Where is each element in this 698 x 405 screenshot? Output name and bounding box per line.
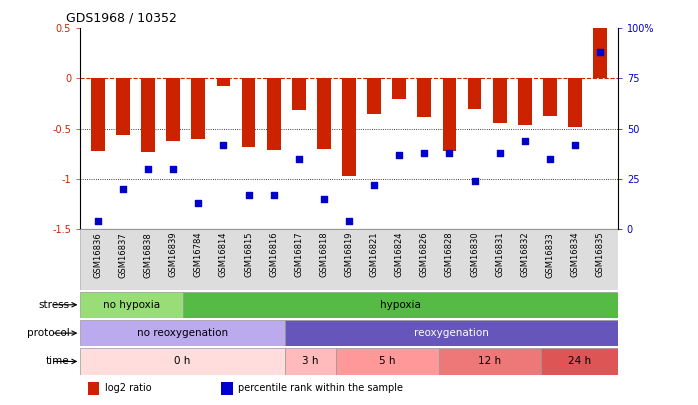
Bar: [116, 79, 130, 134]
Text: GSM16784: GSM16784: [194, 232, 203, 277]
Bar: [166, 79, 180, 141]
Text: GDS1968 / 10352: GDS1968 / 10352: [66, 11, 177, 24]
Text: GSM16826: GSM16826: [419, 232, 429, 277]
Text: GSM16819: GSM16819: [345, 232, 353, 277]
Point: [268, 192, 279, 198]
Text: time: time: [46, 356, 70, 367]
Bar: [216, 79, 230, 87]
Text: 5 h: 5 h: [379, 356, 396, 367]
Text: GSM16821: GSM16821: [370, 232, 378, 277]
Text: GSM16818: GSM16818: [320, 232, 328, 277]
Point: [117, 185, 128, 192]
Point: [570, 141, 581, 148]
Bar: [221, 382, 232, 395]
Bar: [367, 79, 381, 113]
Point: [218, 141, 229, 148]
Bar: [285, 320, 618, 346]
Bar: [417, 79, 431, 117]
Bar: [443, 79, 456, 151]
Bar: [285, 348, 336, 375]
Bar: [191, 79, 205, 139]
Bar: [292, 79, 306, 109]
Bar: [468, 79, 482, 109]
Point: [318, 196, 329, 202]
Text: GSM16817: GSM16817: [295, 232, 303, 277]
Text: GSM16834: GSM16834: [570, 232, 579, 277]
Bar: [392, 79, 406, 98]
Bar: [80, 229, 618, 290]
Point: [92, 217, 103, 224]
Bar: [336, 348, 438, 375]
Point: [142, 165, 154, 172]
Text: GSM16816: GSM16816: [269, 232, 279, 277]
Text: GSM16835: GSM16835: [595, 232, 604, 277]
Text: 24 h: 24 h: [567, 356, 591, 367]
Point: [595, 49, 606, 55]
Bar: [541, 348, 618, 375]
Text: GSM16824: GSM16824: [395, 232, 403, 277]
Point: [193, 200, 204, 206]
Bar: [593, 26, 607, 79]
Bar: [183, 292, 618, 318]
Text: 12 h: 12 h: [478, 356, 501, 367]
Point: [243, 192, 254, 198]
Point: [369, 181, 380, 188]
Point: [469, 177, 480, 184]
Point: [343, 217, 355, 224]
Point: [419, 149, 430, 156]
Text: 3 h: 3 h: [302, 356, 319, 367]
Bar: [80, 320, 285, 346]
Text: GSM16830: GSM16830: [470, 232, 479, 277]
Bar: [80, 292, 183, 318]
Text: hypoxia: hypoxia: [380, 300, 421, 310]
Text: GSM16831: GSM16831: [495, 232, 504, 277]
Point: [494, 149, 505, 156]
Text: GSM16832: GSM16832: [520, 232, 529, 277]
Text: stress: stress: [38, 300, 70, 310]
Text: GSM16837: GSM16837: [119, 232, 128, 277]
Text: no hypoxia: no hypoxia: [103, 300, 160, 310]
Text: GSM16836: GSM16836: [94, 232, 103, 277]
Bar: [80, 348, 285, 375]
Point: [168, 165, 179, 172]
Text: GSM16833: GSM16833: [545, 232, 554, 277]
Point: [293, 156, 304, 162]
Text: percentile rank within the sample: percentile rank within the sample: [237, 383, 403, 393]
Text: 0 h: 0 h: [174, 356, 191, 367]
Bar: [438, 348, 541, 375]
Text: reoxygenation: reoxygenation: [414, 328, 489, 338]
Point: [394, 151, 405, 158]
Text: GSM16838: GSM16838: [144, 232, 153, 277]
Bar: [91, 79, 105, 151]
Bar: [518, 79, 532, 125]
Text: GSM16828: GSM16828: [445, 232, 454, 277]
Text: log2 ratio: log2 ratio: [105, 383, 151, 393]
Text: protocol: protocol: [27, 328, 70, 338]
Bar: [242, 79, 255, 147]
Text: GSM16815: GSM16815: [244, 232, 253, 277]
Text: GSM16814: GSM16814: [219, 232, 228, 277]
Bar: [88, 382, 99, 395]
Bar: [543, 79, 557, 115]
Bar: [141, 79, 155, 151]
Point: [444, 149, 455, 156]
Text: no reoxygenation: no reoxygenation: [137, 328, 228, 338]
Bar: [267, 79, 281, 149]
Text: GSM16839: GSM16839: [169, 232, 178, 277]
Bar: [342, 79, 356, 176]
Bar: [493, 79, 507, 123]
Point: [519, 137, 530, 144]
Bar: [317, 79, 331, 149]
Bar: [568, 79, 582, 127]
Point: [544, 156, 556, 162]
